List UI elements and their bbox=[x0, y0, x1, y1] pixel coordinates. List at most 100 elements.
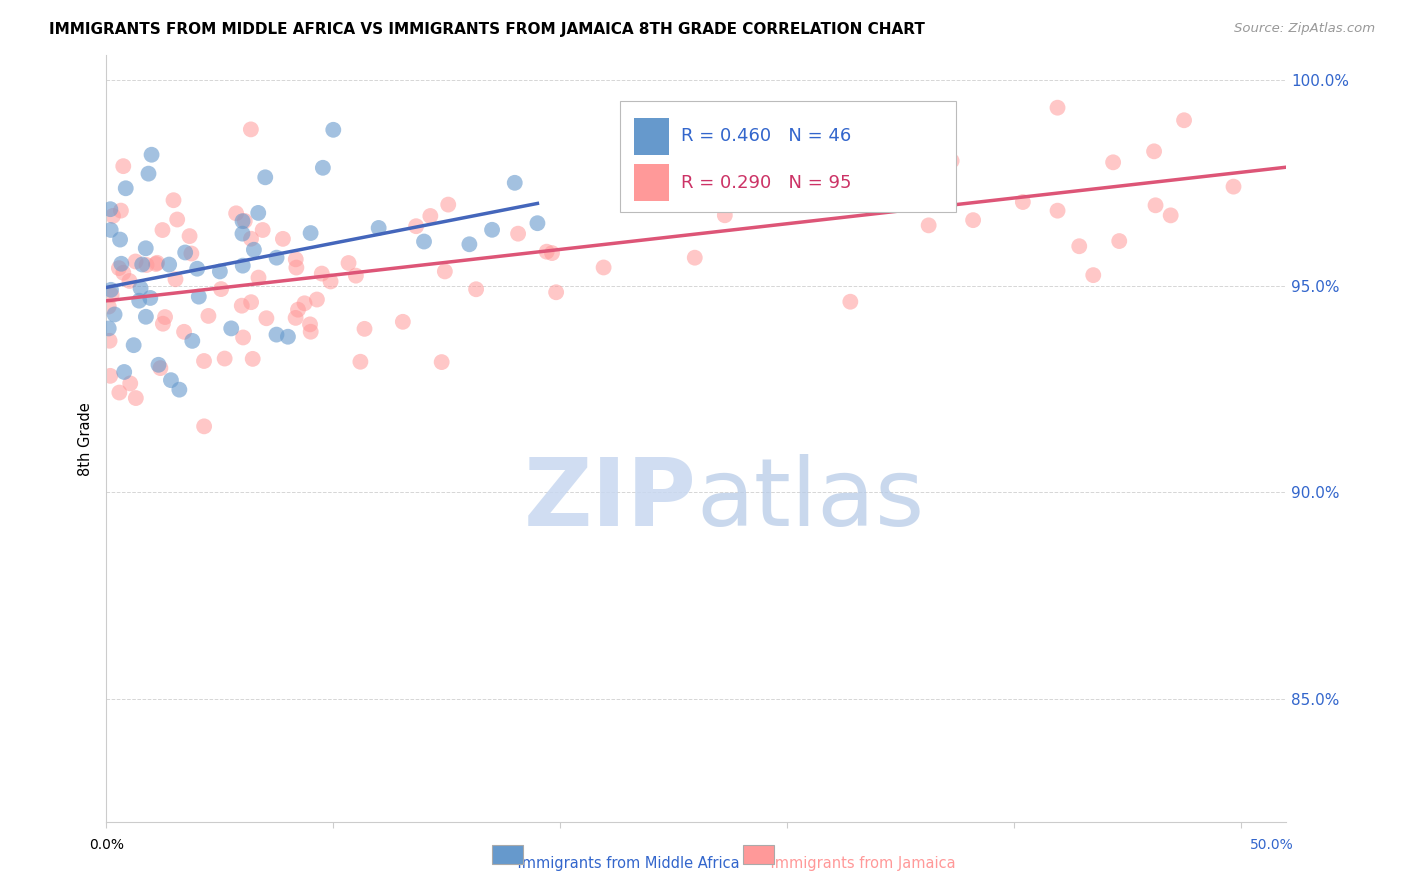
Point bbox=[1143, 145, 1166, 159]
Text: atlas: atlas bbox=[696, 454, 925, 546]
Point bbox=[413, 235, 436, 249]
Point bbox=[254, 170, 277, 185]
Text: ZIP: ZIP bbox=[523, 454, 696, 546]
Point bbox=[193, 354, 215, 368]
Point bbox=[541, 246, 564, 260]
Point bbox=[208, 264, 231, 278]
Point bbox=[98, 334, 121, 348]
Point bbox=[146, 256, 169, 270]
Point bbox=[135, 310, 157, 324]
Point bbox=[197, 309, 219, 323]
Point bbox=[430, 355, 453, 369]
Point bbox=[98, 202, 121, 217]
Point bbox=[247, 206, 270, 220]
Point bbox=[187, 290, 209, 304]
Point bbox=[135, 258, 157, 272]
Point bbox=[166, 212, 188, 227]
Point bbox=[124, 254, 146, 268]
Point bbox=[839, 294, 862, 309]
Point bbox=[299, 325, 322, 339]
Point bbox=[367, 221, 389, 235]
Point bbox=[298, 318, 321, 332]
Point bbox=[149, 361, 172, 376]
Point bbox=[243, 243, 266, 257]
Point bbox=[962, 213, 984, 227]
Point bbox=[312, 161, 335, 175]
Point bbox=[1160, 208, 1182, 222]
Point bbox=[776, 142, 799, 156]
Point bbox=[100, 288, 122, 302]
Point bbox=[433, 264, 456, 278]
Bar bbox=[620, 101, 956, 212]
Point bbox=[458, 237, 481, 252]
Point bbox=[1144, 198, 1167, 212]
Point bbox=[941, 153, 963, 168]
Point bbox=[131, 258, 153, 272]
Point bbox=[100, 223, 122, 237]
Point bbox=[271, 232, 294, 246]
Point bbox=[180, 246, 202, 260]
Point bbox=[219, 321, 242, 335]
Point bbox=[1222, 179, 1244, 194]
Point bbox=[110, 203, 132, 218]
Point bbox=[114, 181, 136, 195]
Point bbox=[231, 299, 253, 313]
Point bbox=[319, 275, 342, 289]
Point bbox=[287, 302, 309, 317]
Text: R = 0.460   N = 46: R = 0.460 N = 46 bbox=[681, 128, 851, 145]
Point bbox=[266, 251, 288, 265]
Point bbox=[100, 283, 122, 297]
Point bbox=[506, 227, 529, 241]
Point bbox=[1069, 239, 1091, 253]
Point bbox=[209, 282, 232, 296]
Point bbox=[247, 270, 270, 285]
Point bbox=[465, 282, 488, 296]
Point bbox=[233, 214, 256, 228]
Point bbox=[284, 252, 307, 267]
Text: 50.0%: 50.0% bbox=[1250, 838, 1294, 853]
Point bbox=[683, 251, 706, 265]
Point bbox=[120, 376, 142, 391]
Point bbox=[311, 267, 333, 281]
Point bbox=[266, 327, 288, 342]
Point bbox=[152, 317, 174, 331]
Point bbox=[240, 232, 263, 246]
Point bbox=[592, 260, 614, 275]
Point bbox=[240, 295, 263, 310]
Point bbox=[148, 358, 170, 372]
Point bbox=[157, 258, 180, 272]
Point bbox=[108, 385, 131, 400]
Point bbox=[714, 208, 737, 222]
Point bbox=[193, 419, 215, 434]
Point bbox=[353, 322, 375, 336]
Text: Immigrants from Middle Africa: Immigrants from Middle Africa bbox=[499, 856, 740, 871]
Point bbox=[800, 164, 823, 178]
Point bbox=[1046, 101, 1069, 115]
Point bbox=[97, 300, 120, 314]
Point bbox=[98, 368, 121, 383]
Point bbox=[101, 209, 124, 223]
Point bbox=[419, 209, 441, 223]
Point bbox=[232, 259, 254, 273]
Point bbox=[349, 355, 371, 369]
Point bbox=[285, 260, 308, 275]
Point bbox=[277, 329, 299, 343]
Point bbox=[173, 325, 195, 339]
Point bbox=[239, 122, 262, 136]
Point bbox=[242, 351, 264, 366]
Text: 0.0%: 0.0% bbox=[89, 838, 124, 853]
Point bbox=[1102, 155, 1125, 169]
Point bbox=[174, 245, 197, 260]
Point bbox=[186, 261, 208, 276]
Point bbox=[252, 223, 274, 237]
Point bbox=[481, 223, 503, 237]
Point bbox=[392, 315, 415, 329]
Point bbox=[620, 192, 643, 206]
Point bbox=[405, 219, 427, 234]
Point bbox=[1108, 234, 1130, 248]
Point bbox=[232, 330, 254, 344]
Point bbox=[129, 281, 152, 295]
Point bbox=[141, 147, 163, 161]
Point bbox=[697, 177, 720, 191]
Bar bbox=[634, 164, 669, 201]
